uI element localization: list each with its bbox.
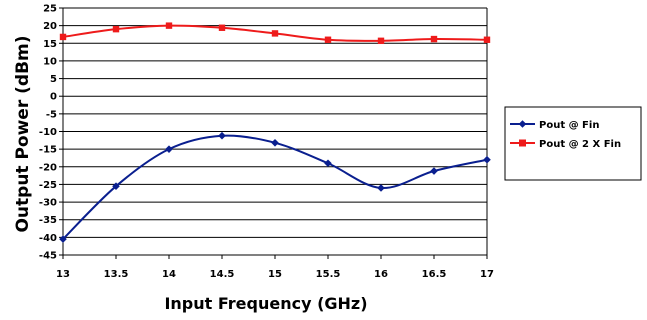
axes — [59, 7, 488, 259]
y-tick-label: -30 — [39, 198, 57, 209]
x-tick-label: 14.5 — [210, 269, 235, 280]
y-tick-label: 0 — [50, 92, 57, 103]
data-point — [483, 36, 491, 43]
y-tick-label: -25 — [39, 180, 57, 191]
y-tick-label: 10 — [43, 56, 57, 67]
data-point — [271, 138, 279, 147]
x-tick-label: 16 — [374, 269, 388, 280]
data-point — [218, 131, 226, 140]
x-tick-label: 14 — [162, 269, 176, 280]
data-point — [59, 33, 67, 41]
data-point — [324, 36, 332, 43]
data-point — [324, 159, 332, 168]
y-axis-title: Output Power (dBm) — [13, 35, 33, 232]
x-tick-label: 13.5 — [104, 269, 129, 280]
y-tick-label: -45 — [39, 251, 57, 262]
legend: Pout @ Fin Pout @ 2 X Fin — [504, 106, 642, 181]
x-tick-label: 17 — [480, 269, 494, 280]
y-tick-label: 20 — [43, 21, 57, 32]
x-tick-label: 13 — [56, 269, 70, 280]
legend-marker-fin — [518, 120, 527, 128]
x-tick-label: 15 — [268, 269, 282, 280]
data-point — [165, 145, 173, 153]
y-tick-label: -35 — [39, 215, 57, 226]
y-tick-label: 5 — [50, 74, 57, 85]
series-line — [62, 134, 488, 240]
data-point — [430, 167, 438, 175]
grid — [63, 7, 487, 256]
y-tick-label: -15 — [39, 145, 57, 156]
y-tick-label: -5 — [46, 109, 57, 120]
x-tick-label: 16.5 — [422, 269, 447, 280]
data-point — [483, 155, 491, 164]
y-tick-label: -20 — [39, 162, 57, 173]
legend-label-2x-fin: Pout @ 2 X Fin — [539, 139, 621, 150]
data-point — [430, 35, 438, 43]
y-tick-label: 15 — [43, 39, 57, 50]
data-point — [377, 184, 385, 192]
data-point — [377, 37, 385, 45]
y-tick-label: 25 — [43, 4, 57, 15]
data-point — [165, 22, 173, 29]
data-point — [112, 182, 120, 190]
data-point — [59, 235, 67, 243]
legend-label-fin: Pout @ Fin — [539, 120, 599, 131]
x-tick-labels: 13 13.5 14 14.5 15 15.5 16 16.5 17 — [56, 269, 494, 280]
y-tick-label: -40 — [39, 233, 57, 244]
data-point — [271, 30, 279, 37]
x-tick-label: 15.5 — [316, 269, 341, 280]
data-point — [218, 24, 226, 31]
y-tick-label: -10 — [39, 127, 57, 138]
x-axis-title: Input Frequency (GHz) — [164, 294, 367, 313]
series — [59, 22, 491, 243]
data-point — [112, 25, 120, 33]
y-tick-labels: 25 20 15 10 5 0 -5 -10 -15 -20 -25 -30 -35 -40 -45 — [39, 4, 57, 262]
legend-marker-2x-fin — [519, 139, 526, 147]
